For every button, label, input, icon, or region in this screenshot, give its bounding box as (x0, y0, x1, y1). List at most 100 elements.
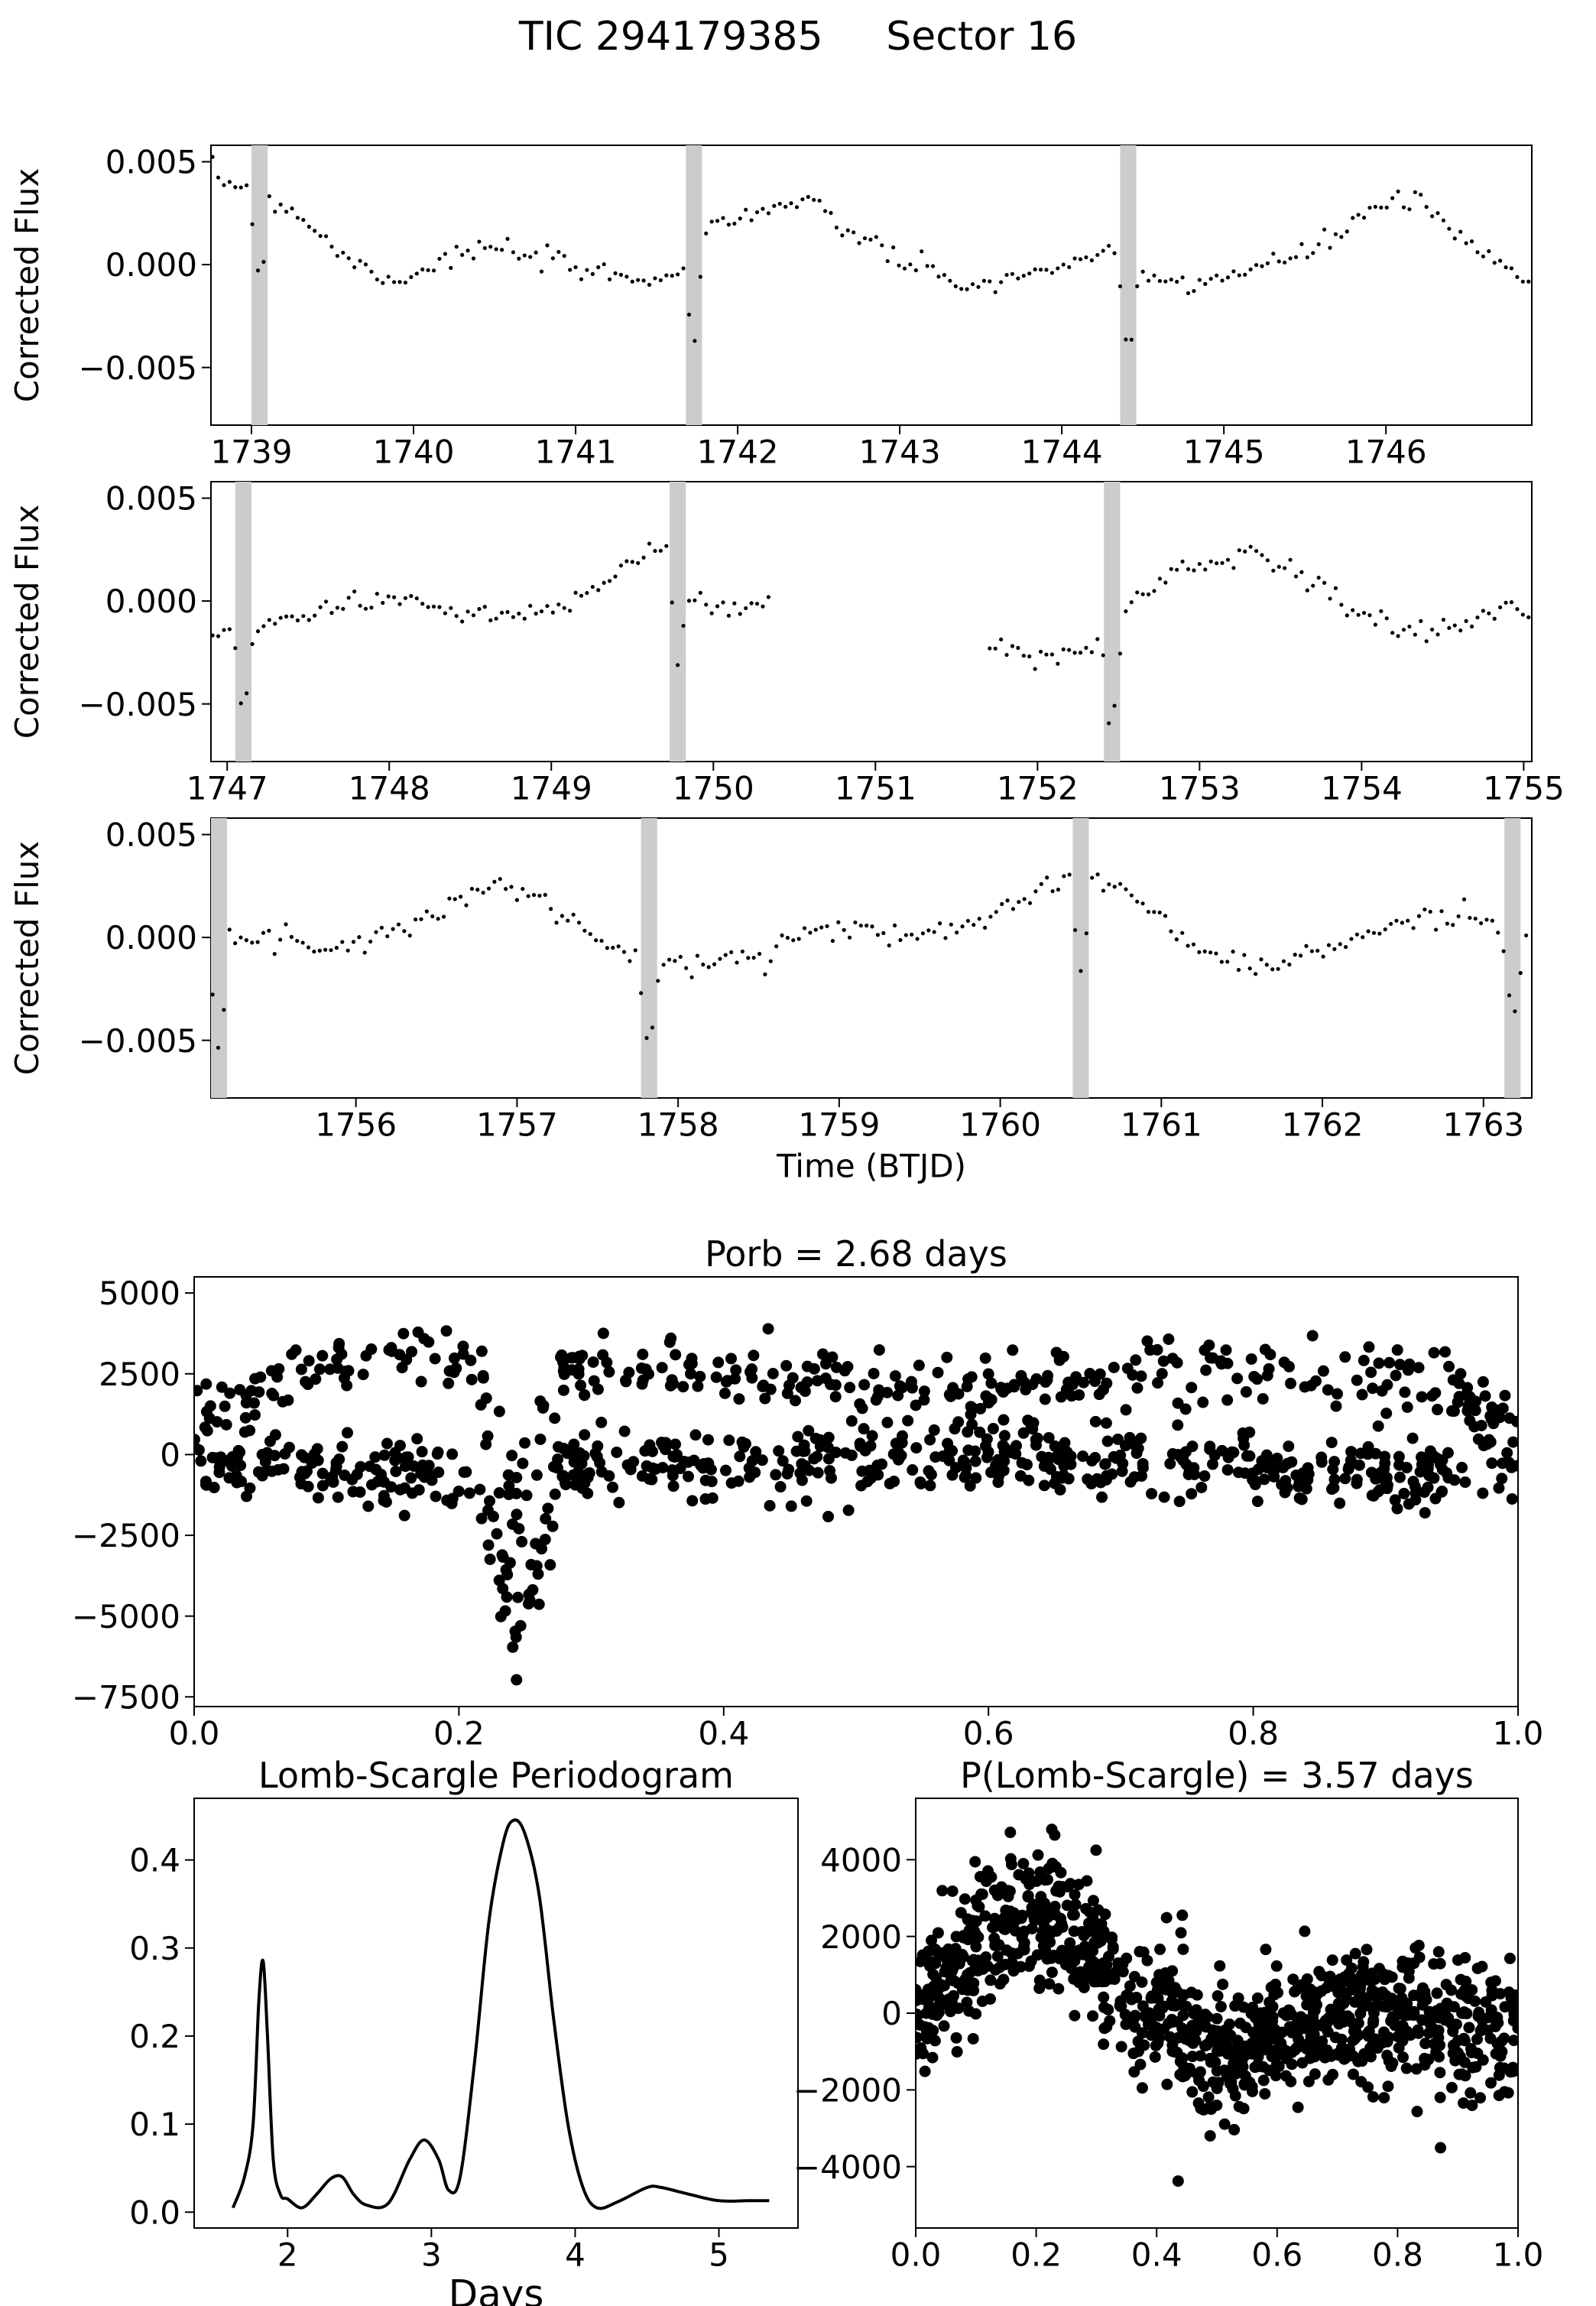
data-point (653, 276, 657, 281)
data-point (1195, 1481, 1208, 1493)
data-point (1118, 651, 1123, 656)
data-point (279, 1447, 291, 1460)
data-point (522, 616, 527, 621)
data-point (340, 940, 345, 944)
data-point (1124, 1991, 1137, 2003)
data-point (926, 2051, 939, 2064)
data-point (1254, 263, 1259, 268)
data-point (1406, 918, 1410, 923)
data-point (955, 931, 959, 935)
data-point (855, 1479, 868, 1492)
data-point (926, 1934, 938, 1947)
data-point (770, 1469, 782, 1481)
data-point (1327, 1482, 1339, 1494)
data-point (1149, 1992, 1161, 2004)
data-point (1396, 634, 1400, 638)
data-point (1128, 2066, 1140, 2078)
data-point (521, 1489, 533, 1502)
data-point (1056, 266, 1060, 271)
data-point (1476, 2015, 1488, 2027)
y-tick-label: −0.005 (79, 1022, 197, 1060)
data-point (1276, 966, 1280, 971)
data-point (332, 1491, 344, 1503)
data-point (1506, 1461, 1518, 1473)
data-point (746, 1372, 758, 1384)
data-point (756, 1454, 768, 1466)
data-point (1021, 274, 1026, 278)
data-point (1060, 1383, 1072, 1395)
x-axis-label: Days (449, 2272, 544, 2306)
data-point (1118, 882, 1123, 886)
data-point (284, 922, 288, 927)
data-point (1426, 2022, 1438, 2034)
data-point (1208, 277, 1213, 281)
data-point (630, 560, 634, 564)
data-point (1120, 1404, 1132, 1416)
data-point (556, 249, 561, 255)
data-point (1112, 703, 1117, 708)
data-point (1004, 1827, 1017, 1839)
data-point (719, 1464, 732, 1476)
data-point (1039, 1393, 1051, 1405)
data-point (1496, 1473, 1508, 1485)
data-point (1403, 1972, 1415, 1984)
data-point (892, 923, 897, 927)
data-point (1059, 1437, 1071, 1449)
data-point (787, 1372, 799, 1384)
data-point (826, 1351, 839, 1363)
data-point (1163, 279, 1168, 284)
data-point (1174, 937, 1179, 942)
data-point (549, 1412, 561, 1424)
data-point (767, 1368, 779, 1380)
data-point (433, 1466, 445, 1479)
data-point (1486, 1401, 1498, 1413)
data-point (312, 950, 316, 954)
data-point (449, 1352, 461, 1364)
data-point (414, 271, 419, 276)
data-point (1306, 1330, 1319, 1342)
data-point (970, 1941, 982, 1953)
data-point (1465, 2047, 1478, 2059)
data-point (1004, 652, 1009, 658)
data-point (1356, 2055, 1368, 2067)
x-tick-label: 1750 (673, 770, 754, 807)
data-point (579, 1388, 591, 1401)
data-point (1215, 561, 1219, 566)
data-point (1095, 252, 1100, 258)
data-point (436, 917, 440, 921)
data-point (1465, 2087, 1477, 2099)
data-point (1049, 1829, 1061, 1841)
data-point (391, 280, 397, 284)
data-point (1033, 889, 1038, 894)
data-point (562, 254, 566, 258)
data-point (1072, 1879, 1085, 1891)
data-point (216, 1045, 221, 1050)
data-point (864, 1440, 877, 1452)
data-point (420, 267, 425, 271)
data-point (897, 263, 901, 268)
data-point (1200, 1364, 1212, 1376)
data-point (647, 541, 652, 546)
data-point (972, 1931, 985, 1943)
data-point (729, 950, 734, 955)
data-point (1492, 261, 1497, 265)
data-point (1068, 1908, 1080, 1921)
data-point (345, 948, 350, 953)
data-point (1310, 1999, 1322, 2011)
data-point (494, 616, 498, 621)
eclipse-band (251, 145, 268, 425)
data-point (267, 194, 271, 199)
data-point (1347, 2050, 1359, 2062)
data-point (1023, 1960, 1035, 1973)
data-point (1421, 1452, 1433, 1464)
data-point (872, 1469, 884, 1481)
data-point (1520, 279, 1525, 284)
data-point (1017, 1857, 1030, 1869)
data-point (1283, 260, 1287, 265)
data-point (1158, 2023, 1170, 2035)
data-point (830, 938, 835, 944)
data-point (1006, 1957, 1018, 1969)
data-point (816, 1348, 829, 1360)
data-point (1311, 583, 1315, 588)
data-point (943, 936, 948, 940)
